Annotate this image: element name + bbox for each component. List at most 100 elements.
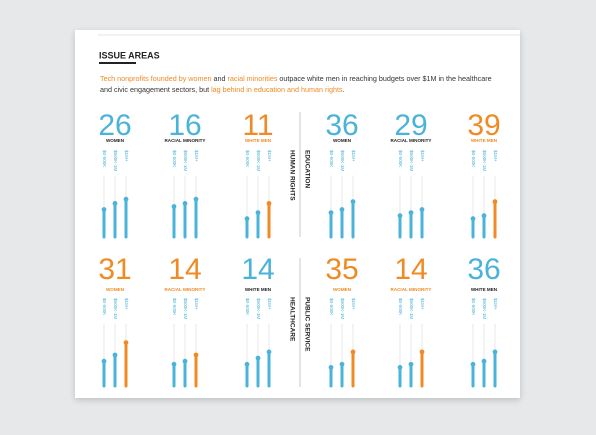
bar-dot [112,201,118,206]
intro-text: Tech nonprofits founded by women and rac… [100,73,500,95]
bar-dot [266,201,272,206]
group-label: RACIAL MINORITY [164,287,205,292]
bar-dot [255,210,261,216]
bar-dot [255,355,261,361]
bar-dot [328,365,334,370]
bracket-label: $500K-1M [340,150,345,171]
bracket-label: $0-500K [329,298,334,316]
title-underline [99,62,136,64]
bracket-label: $0-500K [102,298,107,316]
bar-dot [266,349,272,355]
group-label: RACIAL MINORITY [390,138,431,143]
bar-dot [408,361,414,367]
card [75,30,520,398]
bracket-label: $1M+ [124,298,129,310]
group-label: WHITE MEN [245,287,272,292]
bar-dot [171,204,177,209]
bar-dot [101,358,107,364]
bracket-label: $500K-1M [183,298,188,319]
bracket-label: $0-500K [329,150,334,168]
intro-segment: lag behind in education and human rights [211,85,343,94]
bar-dot [470,361,476,367]
bar-dot [193,196,199,202]
big-number: 36 [467,253,500,286]
panel-label: PUBLIC SERVICE [303,297,310,352]
bar-dot [339,361,345,367]
bar-dot [492,349,498,355]
bracket-label: $0-500K [471,150,476,168]
bar-dot [492,199,498,205]
bar-dot [171,361,177,367]
bracket-label: $1M+ [267,150,272,162]
bar-dot [419,207,425,212]
bar-dot [397,213,403,219]
bracket-label: $500K-1M [183,150,188,171]
bar-dot [408,210,414,216]
intro-segment: racial minorities [227,74,278,83]
bar-dot [244,361,250,367]
bar-dot [470,216,476,222]
bar-dot [339,207,345,212]
big-number: 14 [394,253,427,286]
panel-label: HUMAN RIGHTS [288,150,295,201]
big-number: 36 [325,109,358,142]
bracket-label: $1M+ [420,298,425,310]
bar-dot [123,340,129,345]
bracket-label: $500K-1M [409,150,414,171]
bracket-label: $1M+ [267,298,272,310]
bracket-label: $0-500K [398,298,403,316]
panel-label: EDUCATION [303,150,310,188]
bar-dot [481,213,487,219]
group-label: WHITE MEN [245,138,272,143]
bar-dot [350,349,356,355]
big-number: 31 [98,253,131,286]
group-label: WOMEN [106,138,125,143]
bracket-label: $500K-1M [482,298,487,319]
big-number: 26 [98,109,131,142]
bracket-label: $500K-1M [256,150,261,171]
bar-dot [244,216,250,222]
bar-dot [419,349,425,355]
bracket-label: $0-500K [245,150,250,168]
bracket-label: $1M+ [493,150,498,162]
bracket-label: $500K-1M [113,298,118,319]
bracket-label: $0-500K [471,298,476,316]
big-number: 35 [325,253,358,286]
bar-dot [193,352,199,358]
bracket-label: $0-500K [245,298,250,316]
intro-segment: . [342,85,345,94]
group-label: WOMEN [333,138,352,143]
big-number: 11 [242,109,273,142]
group-label: WOMEN [333,287,352,292]
group-label: WHITE MEN [471,287,498,292]
panel-label: HEALTHCARE [288,297,295,342]
bracket-label: $1M+ [194,298,199,310]
bracket-label: $0-500K [102,150,107,168]
bracket-label: $500K-1M [113,150,118,171]
bracket-label: $500K-1M [256,298,261,319]
big-number: 29 [394,109,427,142]
intro-segment: Tech nonprofits founded by women [100,74,212,83]
bar-dot [123,196,129,202]
intro-segment: outpace white men in reaching budgets ov… [100,74,492,94]
bracket-label: $1M+ [194,150,199,162]
group-label: RACIAL MINORITY [390,287,431,292]
bar-dot [397,365,403,370]
bar-dot [350,199,356,205]
bar-dot [481,358,487,364]
bracket-label: $500K-1M [340,298,345,319]
group-label: RACIAL MINORITY [164,138,205,143]
bar-dot [182,201,188,206]
bracket-label: $1M+ [351,150,356,162]
big-number: 14 [241,253,274,286]
big-number: 16 [168,109,201,142]
bracket-label: $1M+ [351,298,356,310]
bracket-label: $0-500K [172,150,177,168]
bracket-label: $500K-1M [482,150,487,171]
intro-segment: and [211,74,228,83]
bar-dot [328,210,334,216]
bar-dot [112,352,118,358]
bar-dot [101,207,107,212]
